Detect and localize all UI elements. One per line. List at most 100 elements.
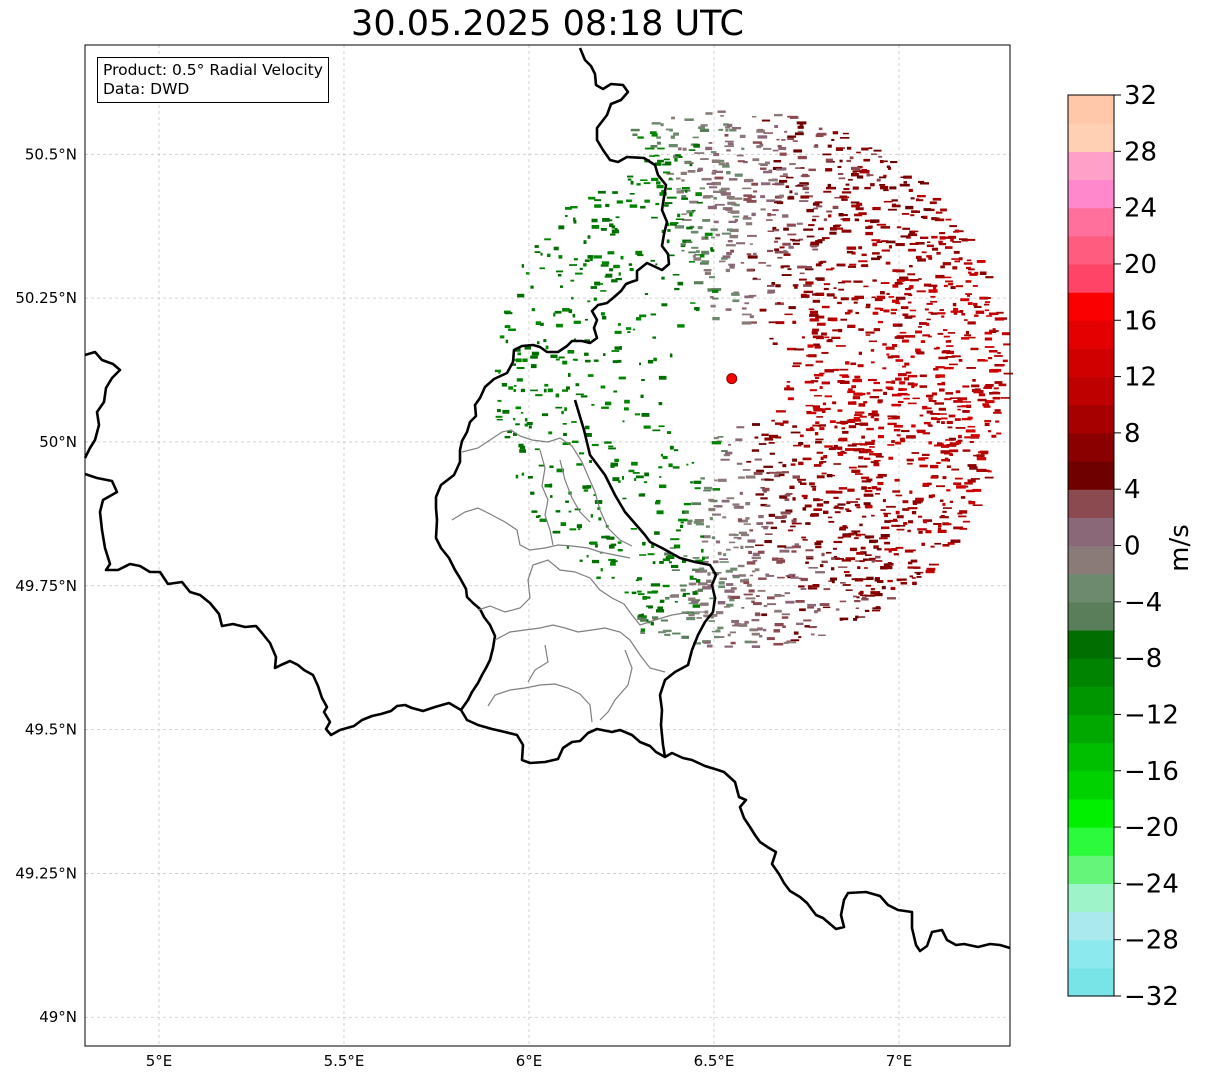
velocity-echo bbox=[816, 475, 825, 479]
velocity-echo bbox=[823, 510, 829, 514]
velocity-echo bbox=[855, 419, 861, 422]
velocity-echo bbox=[661, 303, 668, 307]
velocity-echo bbox=[682, 594, 686, 597]
velocity-echo bbox=[821, 461, 827, 463]
velocity-echo bbox=[813, 464, 822, 467]
map-title: 30.05.2025 08:18 UTC bbox=[351, 4, 744, 44]
velocity-echo bbox=[924, 308, 929, 311]
velocity-echo bbox=[845, 361, 850, 365]
velocity-echo bbox=[715, 233, 721, 237]
velocity-echo bbox=[693, 642, 701, 645]
velocity-echo bbox=[700, 262, 709, 265]
velocity-echo bbox=[948, 445, 957, 447]
velocity-echo bbox=[946, 420, 953, 424]
velocity-echo bbox=[871, 257, 881, 261]
velocity-echo bbox=[953, 400, 963, 403]
velocity-echo bbox=[815, 263, 822, 267]
velocity-echo bbox=[563, 432, 567, 436]
velocity-echo bbox=[989, 392, 993, 395]
velocity-echo bbox=[614, 458, 619, 462]
colorbar-tick-label: −32 bbox=[1124, 982, 1179, 1012]
velocity-echo bbox=[942, 544, 950, 547]
velocity-echo bbox=[877, 580, 884, 583]
velocity-echo bbox=[780, 265, 784, 269]
velocity-echo bbox=[673, 132, 679, 136]
colorbar-segment bbox=[1068, 207, 1114, 237]
velocity-echo bbox=[570, 279, 575, 282]
velocity-echo bbox=[656, 184, 664, 189]
velocity-echo bbox=[717, 436, 724, 438]
velocity-echo bbox=[920, 216, 925, 218]
velocity-echo bbox=[782, 420, 789, 424]
longitude-tick-label: 5.5°E bbox=[324, 1052, 365, 1070]
velocity-echo bbox=[573, 217, 576, 222]
velocity-echo bbox=[787, 529, 794, 532]
velocity-echo bbox=[669, 128, 673, 132]
velocity-echo bbox=[710, 613, 718, 617]
velocity-echo bbox=[838, 566, 848, 568]
velocity-echo bbox=[782, 464, 787, 468]
velocity-echo bbox=[892, 299, 900, 303]
velocity-echo bbox=[863, 558, 869, 561]
velocity-echo bbox=[707, 205, 717, 210]
velocity-echo bbox=[885, 261, 891, 265]
velocity-echo bbox=[504, 312, 513, 315]
velocity-echo bbox=[640, 628, 646, 632]
velocity-echo bbox=[711, 288, 722, 291]
velocity-echo bbox=[549, 483, 553, 488]
velocity-echo bbox=[803, 444, 811, 448]
velocity-echo bbox=[989, 329, 993, 333]
velocity-echo bbox=[871, 486, 878, 490]
velocity-echo bbox=[824, 336, 830, 339]
velocity-echo bbox=[802, 266, 812, 269]
velocity-echo bbox=[985, 276, 994, 279]
velocity-echo bbox=[587, 485, 592, 489]
velocity-echo bbox=[903, 388, 907, 391]
velocity-echo bbox=[782, 214, 789, 218]
velocity-echo bbox=[825, 407, 831, 411]
velocity-echo bbox=[835, 558, 844, 560]
velocity-echo bbox=[516, 367, 525, 369]
velocity-echo bbox=[905, 371, 912, 374]
velocity-echo bbox=[652, 429, 661, 432]
velocity-echo bbox=[553, 312, 556, 317]
velocity-echo bbox=[521, 472, 525, 476]
velocity-echo bbox=[908, 549, 916, 552]
velocity-echo bbox=[768, 178, 778, 182]
velocity-echo bbox=[569, 528, 577, 531]
velocity-echo bbox=[738, 574, 746, 577]
velocity-echo bbox=[854, 503, 860, 507]
velocity-echo bbox=[605, 203, 610, 208]
velocity-echo bbox=[909, 279, 919, 282]
velocity-echo bbox=[691, 568, 700, 571]
velocity-echo bbox=[984, 385, 993, 389]
velocity-echo bbox=[803, 619, 812, 622]
velocity-echo bbox=[818, 634, 826, 636]
velocity-echo bbox=[901, 429, 910, 433]
velocity-echo bbox=[791, 522, 802, 525]
velocity-echo bbox=[676, 177, 681, 180]
velocity-echo bbox=[899, 276, 909, 280]
velocity-echo bbox=[911, 385, 915, 389]
velocity-echo bbox=[868, 378, 877, 382]
velocity-echo bbox=[694, 487, 701, 490]
velocity-echo bbox=[812, 424, 821, 427]
velocity-echo bbox=[873, 462, 880, 467]
velocity-echo bbox=[543, 388, 547, 393]
colorbar-segment bbox=[1068, 601, 1114, 631]
velocity-echo bbox=[764, 437, 774, 441]
velocity-echo bbox=[812, 626, 818, 628]
velocity-echo bbox=[961, 405, 970, 408]
velocity-echo bbox=[700, 477, 705, 480]
velocity-echo bbox=[763, 490, 767, 493]
velocity-echo bbox=[722, 255, 731, 259]
velocity-echo bbox=[785, 575, 793, 577]
velocity-echo bbox=[747, 583, 752, 587]
velocity-echo bbox=[840, 318, 847, 321]
velocity-echo bbox=[821, 472, 827, 475]
velocity-echo bbox=[875, 493, 881, 495]
velocity-echo bbox=[967, 302, 973, 305]
velocity-echo bbox=[822, 606, 831, 609]
